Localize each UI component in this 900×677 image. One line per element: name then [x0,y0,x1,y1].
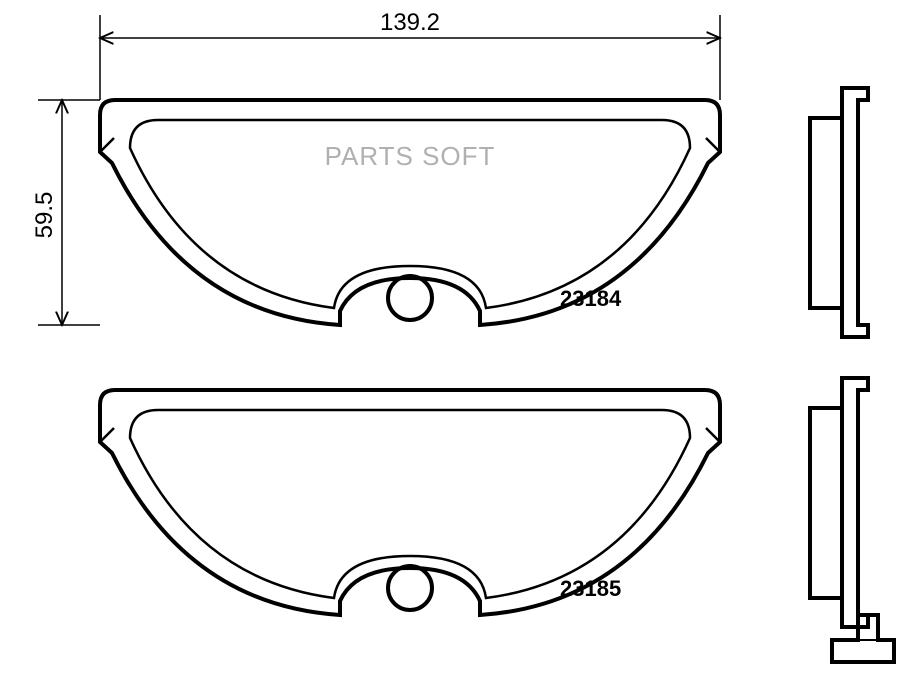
diagram-canvas: 139.2 59.5 23184 PARTS SOFT 23185 [0,0,900,677]
dimension-height: 59.5 [31,100,100,325]
pad-top-partnum: 23184 [560,286,622,311]
side-view-top [810,88,868,337]
pad-top: 23184 [100,100,720,325]
side-view-bottom [810,378,894,662]
pad-bottom: 23185 [100,390,720,615]
dimension-width: 139.2 [100,9,720,100]
dim-width-value: 139.2 [380,9,440,36]
watermark: PARTS SOFT [325,141,496,171]
pad-bottom-partnum: 23185 [560,576,621,601]
dim-height-value: 59.5 [31,192,58,239]
